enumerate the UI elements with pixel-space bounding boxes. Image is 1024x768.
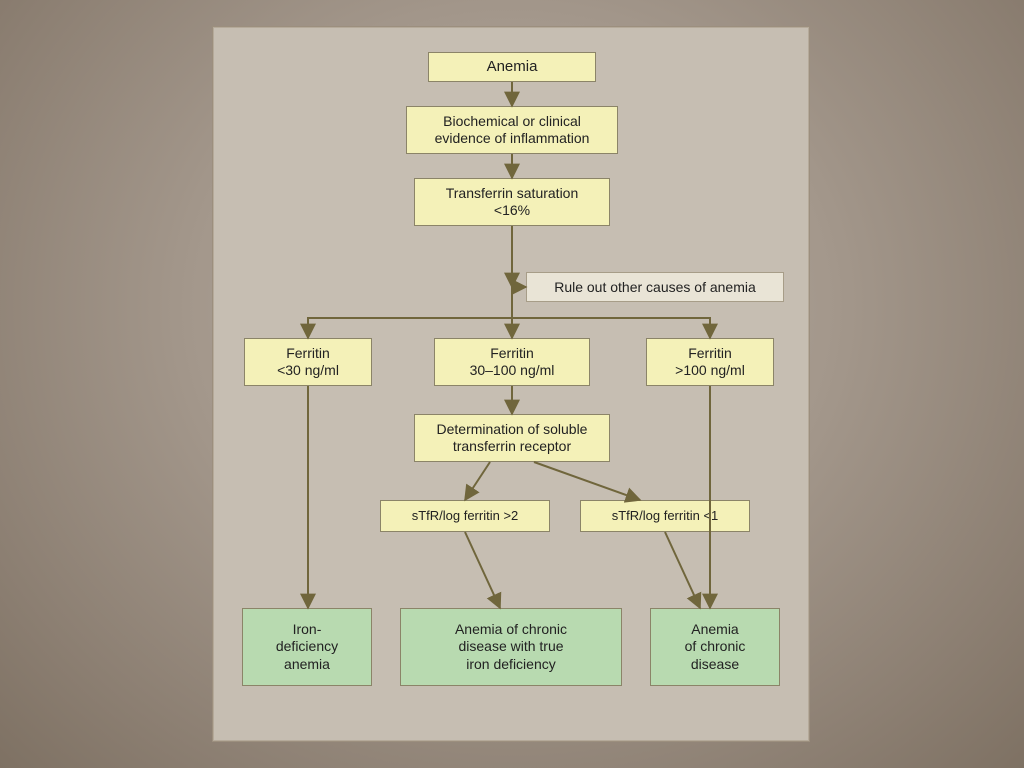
node-label: Anemia bbox=[487, 58, 538, 77]
node-label: Ferritin<30 ng/ml bbox=[277, 345, 339, 380]
node-label: Anemiaof chronicdisease bbox=[685, 621, 746, 674]
node-label: Iron-deficiencyanemia bbox=[276, 621, 338, 674]
node-stfr-det: Determination of solubletransferrin rece… bbox=[414, 414, 610, 462]
node-dx-acd-ida: Anemia of chronicdisease with trueiron d… bbox=[400, 608, 622, 686]
node-label: Determination of solubletransferrin rece… bbox=[437, 421, 588, 456]
node-label: Transferrin saturation<16% bbox=[446, 185, 579, 220]
node-ferritin-mid: Ferritin30–100 ng/ml bbox=[434, 338, 590, 386]
node-dx-ida: Iron-deficiencyanemia bbox=[242, 608, 372, 686]
node-label: Ferritin>100 ng/ml bbox=[675, 345, 745, 380]
node-anemia: Anemia bbox=[428, 52, 596, 82]
node-label: Ferritin30–100 ng/ml bbox=[470, 345, 555, 380]
node-ratio-low: sTfR/log ferritin <1 bbox=[580, 500, 750, 532]
node-tsat: Transferrin saturation<16% bbox=[414, 178, 610, 226]
node-label: sTfR/log ferritin <1 bbox=[612, 508, 719, 524]
node-dx-acd: Anemiaof chronicdisease bbox=[650, 608, 780, 686]
node-label: Biochemical or clinicalevidence of infla… bbox=[435, 113, 590, 148]
node-ferritin-low: Ferritin<30 ng/ml bbox=[244, 338, 372, 386]
node-label: Anemia of chronicdisease with trueiron d… bbox=[455, 621, 567, 674]
node-label: sTfR/log ferritin >2 bbox=[412, 508, 519, 524]
node-ruleout: Rule out other causes of anemia bbox=[526, 272, 784, 302]
stage: Anemia Biochemical or clinicalevidence o… bbox=[0, 0, 1024, 768]
node-ratio-high: sTfR/log ferritin >2 bbox=[380, 500, 550, 532]
node-label: Rule out other causes of anemia bbox=[554, 279, 756, 295]
node-ferritin-high: Ferritin>100 ng/ml bbox=[646, 338, 774, 386]
node-evidence: Biochemical or clinicalevidence of infla… bbox=[406, 106, 618, 154]
